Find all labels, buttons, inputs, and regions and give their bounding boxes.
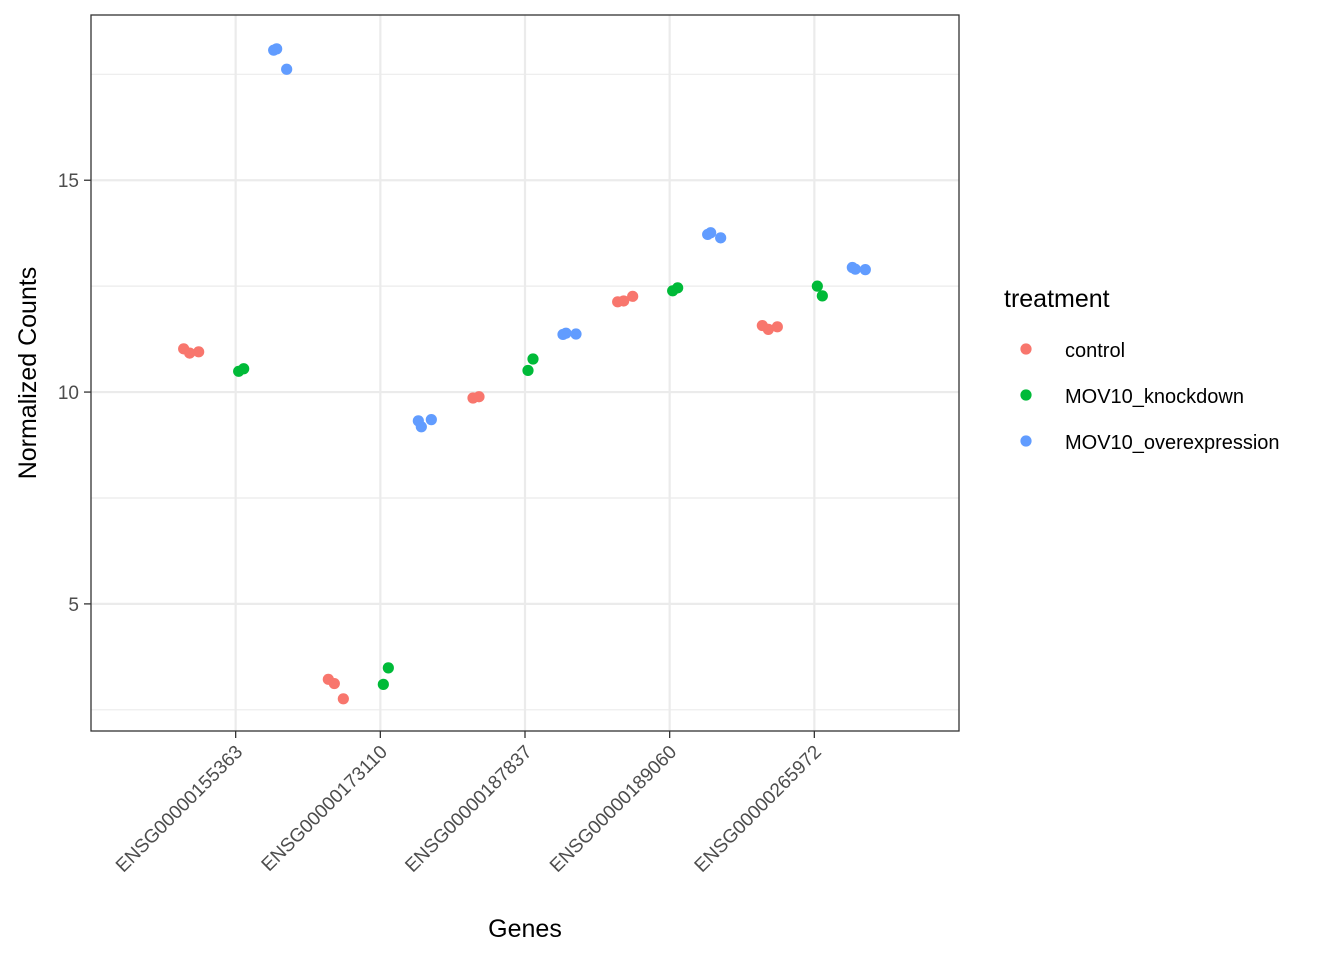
legend-key [1020,435,1032,447]
legend-label: control [1065,340,1125,362]
y-axis-title: Normalized Counts [14,267,42,480]
x-axis-title: Genes [488,915,562,943]
data-point [816,290,828,302]
data-point [412,415,424,427]
data-point [233,365,245,377]
legend-label: MOV10_overexpression [1065,432,1280,454]
legend-key [1020,389,1032,401]
legend-items: control MOV10_knockdown MOV10_overexpressi… [1020,340,1280,454]
data-point [522,364,534,377]
data-point [557,328,569,341]
data-point [570,328,582,340]
legend-label: MOV10_knockdown [1065,386,1244,408]
legend: treatment control MOV10_knockdown MOV10_ov… [1004,285,1280,454]
data-point [667,285,679,297]
legend-title: treatment [1004,285,1110,313]
legend-key [1020,343,1032,355]
y-tick-label: 15 [58,171,79,192]
data-point [618,295,630,307]
y-tick-label: 5 [68,595,79,616]
data-point [715,232,727,244]
data-points [178,43,871,705]
data-point [473,391,485,403]
data-point [811,280,823,292]
data-point [377,678,389,690]
data-point [846,261,858,274]
data-point [193,346,205,358]
data-point [771,321,783,333]
data-point [281,63,293,75]
data-point [527,353,539,365]
data-point [762,323,774,335]
data-point [268,44,280,56]
data-point [184,347,196,359]
data-point [337,693,349,705]
data-point [382,662,394,674]
grid [91,15,959,731]
data-point [859,264,871,276]
y-tick-label: 10 [58,383,79,404]
data-point [702,228,714,241]
data-point [425,414,437,426]
data-point [627,290,639,302]
data-point [328,677,340,690]
